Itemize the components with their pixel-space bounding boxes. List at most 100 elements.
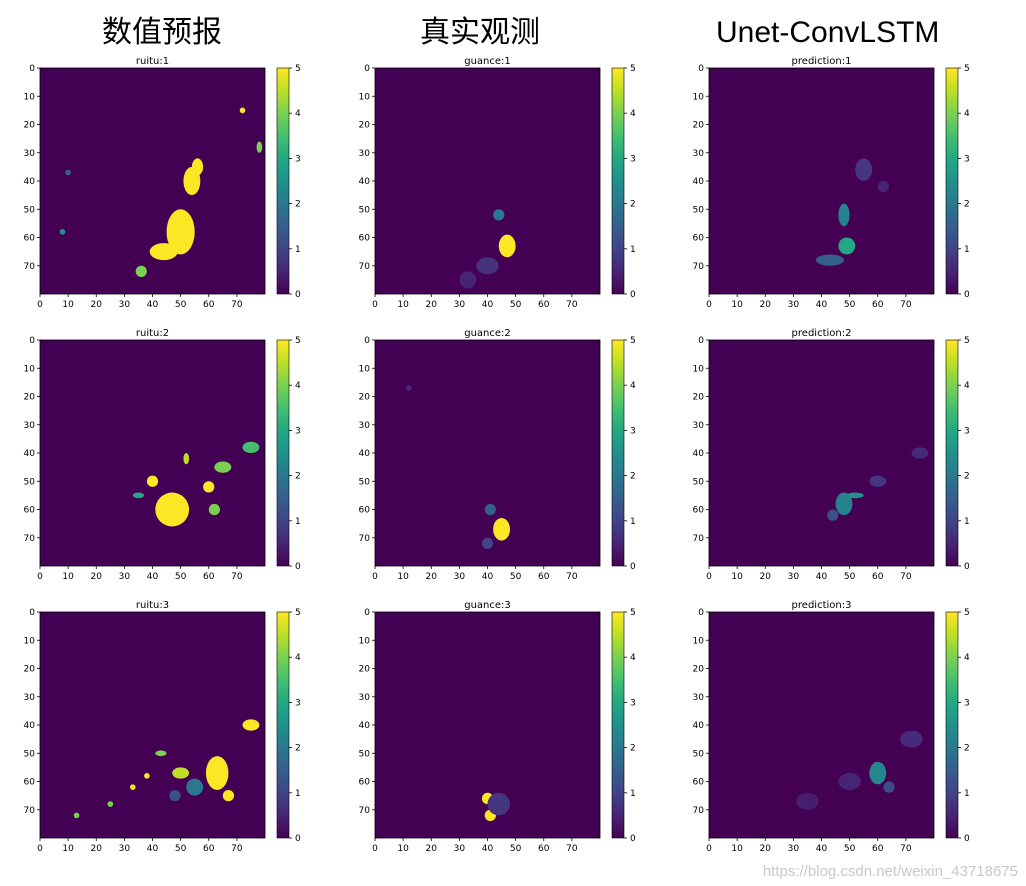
colorbar-tick-label: 0 xyxy=(964,562,970,572)
colorbar-tick-label: 2 xyxy=(630,200,636,210)
heatmap-cell xyxy=(481,537,494,550)
y-tick-label: 0 xyxy=(698,336,704,346)
x-tick-label: 10 xyxy=(731,844,743,854)
x-tick-label: 0 xyxy=(37,572,43,582)
x-tick-label: 30 xyxy=(119,844,131,854)
y-tick-label: 0 xyxy=(29,336,35,346)
heatmap-cell xyxy=(203,481,215,493)
colorbar-tick-label: 3 xyxy=(964,154,970,164)
x-tick-label: 10 xyxy=(397,844,409,854)
heatmap-cell xyxy=(146,475,159,487)
y-tick-label: 40 xyxy=(24,449,36,459)
colorbar-tick-label: 0 xyxy=(295,834,301,844)
heatmap-cell xyxy=(835,492,853,516)
x-tick-label: 20 xyxy=(426,300,438,310)
colorbar xyxy=(276,67,290,295)
y-tick-label: 10 xyxy=(359,636,371,646)
x-tick-label: 50 xyxy=(510,572,522,582)
colorbar-tick-label: 4 xyxy=(295,381,301,391)
y-tick-label: 40 xyxy=(24,721,36,731)
y-tick-label: 50 xyxy=(693,205,705,215)
y-tick-label: 40 xyxy=(693,721,705,731)
y-tick-label: 30 xyxy=(24,149,36,159)
x-tick-label: 60 xyxy=(203,300,215,310)
heatmap-cell xyxy=(155,492,190,527)
y-tick-label: 50 xyxy=(24,749,36,759)
y-tick-label: 30 xyxy=(693,421,705,431)
y-tick-label: 10 xyxy=(693,364,705,374)
x-tick-label: 70 xyxy=(566,572,578,582)
heatmap-cell xyxy=(239,107,246,114)
y-tick-label: 30 xyxy=(359,693,371,703)
y-tick-label: 50 xyxy=(24,205,36,215)
y-tick-label: 60 xyxy=(693,506,705,516)
x-tick-label: 10 xyxy=(397,300,409,310)
colorbar-tick-label: 2 xyxy=(964,472,970,482)
y-tick-label: 0 xyxy=(29,608,35,618)
colorbar-tick-label: 1 xyxy=(295,245,301,255)
heatmap-cell xyxy=(186,778,204,796)
watermark: https://blog.csdn.net/weixin_43718675 xyxy=(762,863,1018,880)
y-tick-label: 40 xyxy=(24,177,36,187)
heatmap-cell xyxy=(172,767,190,779)
heatmap-background xyxy=(709,340,934,566)
x-tick-label: 40 xyxy=(147,572,159,582)
heatmap-cell xyxy=(65,169,71,176)
x-tick-label: 50 xyxy=(844,844,856,854)
colorbar-tick-label: 5 xyxy=(630,336,636,346)
panel-title: ruitu:3 xyxy=(136,600,169,611)
y-tick-label: 20 xyxy=(359,393,371,403)
x-tick-label: 10 xyxy=(62,300,74,310)
x-tick-label: 30 xyxy=(119,572,131,582)
heatmap-cell xyxy=(493,209,505,221)
x-tick-label: 40 xyxy=(482,844,494,854)
colorbar-tick-label: 0 xyxy=(630,290,636,300)
colorbar-tick-label: 2 xyxy=(964,744,970,754)
heatmap-cell xyxy=(405,385,412,391)
colorbar-tick-label: 0 xyxy=(295,290,301,300)
header-numerical-forecast: 数值预报 xyxy=(102,15,222,50)
x-tick-label: 30 xyxy=(788,572,800,582)
colorbar-tick-label: 5 xyxy=(964,64,970,74)
heatmap-cell xyxy=(493,517,510,541)
heatmap-cell xyxy=(107,801,114,807)
heatmap-background xyxy=(375,68,600,294)
heatmap-panel: ruitu:1 0 10 20 30 40 50 60 70 0 10 20 30 40 50 60 70 0 1 2… xyxy=(24,56,301,310)
x-tick-label: 20 xyxy=(760,844,772,854)
x-tick-label: 10 xyxy=(731,300,743,310)
y-tick-label: 70 xyxy=(359,534,371,544)
heatmap-cell xyxy=(487,792,510,816)
colorbar xyxy=(945,611,959,839)
heatmap-cell xyxy=(838,203,850,227)
heatmap-cell xyxy=(73,812,80,819)
x-tick-label: 40 xyxy=(482,572,494,582)
colorbar-tick-label: 4 xyxy=(964,109,970,119)
panel-title: ruitu:1 xyxy=(136,56,169,67)
heatmap-cell xyxy=(169,789,181,802)
colorbar-tick-label: 5 xyxy=(295,608,301,618)
y-tick-label: 30 xyxy=(24,693,36,703)
heatmap-cell xyxy=(877,181,889,193)
header-observation: 真实观测 xyxy=(420,15,540,50)
x-tick-label: 40 xyxy=(816,572,828,582)
y-tick-label: 70 xyxy=(359,262,371,272)
y-tick-label: 60 xyxy=(693,778,705,788)
heatmap-panel: prediction:10 10 20 30 40 50 60 700102030405060… xyxy=(693,56,970,310)
colorbar xyxy=(945,67,959,295)
y-tick-label: 30 xyxy=(359,149,371,159)
colorbar-tick-label: 3 xyxy=(295,154,301,164)
y-tick-label: 20 xyxy=(24,665,36,675)
y-tick-label: 0 xyxy=(364,336,370,346)
y-tick-label: 20 xyxy=(693,121,705,131)
heatmap-cell xyxy=(838,773,861,790)
x-tick-label: 20 xyxy=(760,300,772,310)
y-tick-label: 0 xyxy=(364,64,370,74)
x-tick-label: 20 xyxy=(91,572,103,582)
y-tick-label: 60 xyxy=(24,778,36,788)
colorbar-tick-label: 2 xyxy=(630,472,636,482)
x-tick-label: 50 xyxy=(175,572,187,582)
x-tick-label: 60 xyxy=(872,572,884,582)
colorbar-tick-label: 5 xyxy=(630,608,636,618)
heatmap-cell xyxy=(149,243,178,261)
y-tick-label: 20 xyxy=(693,665,705,675)
